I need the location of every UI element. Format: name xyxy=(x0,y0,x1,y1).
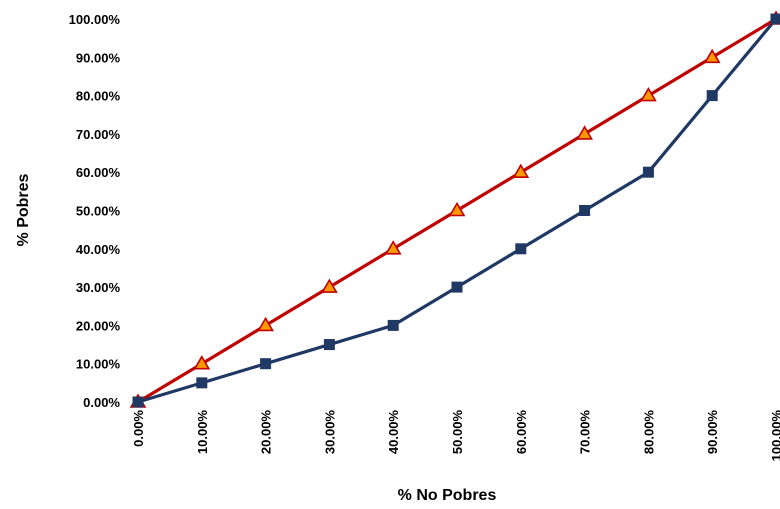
series-2-point xyxy=(323,339,335,351)
series-2-point xyxy=(706,90,718,102)
x-tick-label: 20.00% xyxy=(259,410,274,455)
series-1-point xyxy=(576,125,593,140)
x-tick-label: 60.00% xyxy=(514,410,529,455)
series-2-point xyxy=(642,166,654,178)
series-2-point xyxy=(770,13,780,25)
y-tick-label: 70.00% xyxy=(76,127,121,142)
series-1-point xyxy=(512,163,530,178)
y-tick-label: 0.00% xyxy=(83,395,120,410)
y-tick-label: 10.00% xyxy=(76,357,121,372)
series-2-point xyxy=(387,319,399,331)
x-tick-label: 90.00% xyxy=(705,410,720,455)
x-tick-label: 70.00% xyxy=(578,410,593,455)
plot-area xyxy=(129,10,780,408)
x-tick-label: 0.00% xyxy=(131,410,146,447)
x-tick-label: 100.00% xyxy=(769,410,780,462)
series-2-point xyxy=(515,243,527,255)
y-tick-label: 50.00% xyxy=(76,204,121,219)
series-2-point xyxy=(260,358,272,370)
series-1-point xyxy=(640,87,657,102)
y-tick-label: 90.00% xyxy=(76,50,121,65)
series-2-point xyxy=(451,281,463,293)
series-1-point xyxy=(703,48,721,64)
series-1-point xyxy=(384,240,402,255)
y-tick-label: 30.00% xyxy=(76,280,121,295)
y-tick-label: 60.00% xyxy=(76,165,121,180)
series-1-point xyxy=(257,316,274,332)
y-tick-label: 100.00% xyxy=(69,12,121,27)
x-tick-label: 50.00% xyxy=(450,410,465,455)
series-2-point xyxy=(132,396,144,408)
series-1-point xyxy=(321,278,338,293)
y-tick-label: 80.00% xyxy=(76,89,121,104)
x-axis: 0.00% 10.00% 20.00% 30.00% 40.00% 50.00% 60.00… xyxy=(131,410,780,462)
series-1-point xyxy=(193,355,211,370)
series-2-point xyxy=(196,377,208,389)
x-tick-label: 40.00% xyxy=(386,410,401,455)
y-tick-label: 40.00% xyxy=(76,242,121,257)
x-tick-label: 30.00% xyxy=(322,410,337,455)
y-axis-title: % Pobres xyxy=(15,173,32,246)
y-tick-label: 20.00% xyxy=(76,318,121,333)
y-axis: 0.00% 10.00% 20.00% 30.00% 40.00% 50.00% 60.00… xyxy=(69,12,121,410)
x-axis-title: % No Pobres xyxy=(398,487,497,504)
series-2-point xyxy=(579,205,591,216)
x-tick-label: 80.00% xyxy=(641,410,656,455)
x-tick-label: 10.00% xyxy=(195,410,210,455)
series-1-point xyxy=(448,201,466,217)
